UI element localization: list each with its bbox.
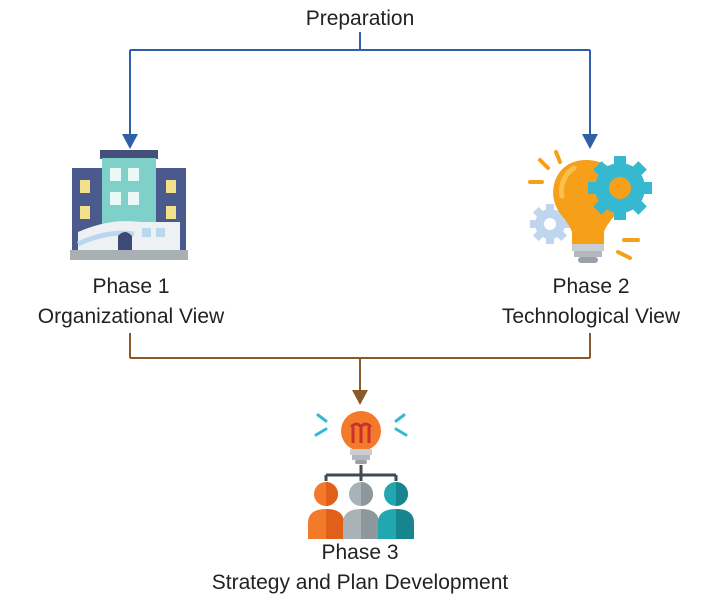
- team-idea-icon: [308, 411, 414, 539]
- phase3-title: Phase 3: [321, 541, 399, 564]
- arrow-to-phase2: [582, 134, 598, 149]
- preparation-label: Preparation: [305, 7, 415, 30]
- building-icon: [70, 150, 188, 260]
- arrow-to-phase3: [352, 390, 368, 405]
- phase2-title: Phase 2: [552, 275, 630, 298]
- merge-connector: [129, 333, 591, 392]
- phase1-label: Phase 1 Organizational View: [0, 272, 262, 332]
- phase3-label: Phase 3 Strategy and Plan Development: [160, 538, 560, 598]
- arrow-to-phase1: [122, 134, 138, 149]
- phase3-subtitle: Strategy and Plan Development: [211, 571, 509, 594]
- phase1-title: Phase 1: [92, 275, 170, 298]
- lightbulb-gears-icon: [528, 150, 652, 263]
- phase2-subtitle: Technological View: [501, 305, 681, 328]
- person-orange-icon: [308, 482, 344, 539]
- preparation-connector: [129, 32, 591, 136]
- phase2-label: Phase 2 Technological View: [460, 272, 720, 332]
- person-teal-icon: [378, 482, 414, 539]
- person-grey-icon: [343, 482, 379, 539]
- phase1-subtitle: Organizational View: [37, 305, 225, 328]
